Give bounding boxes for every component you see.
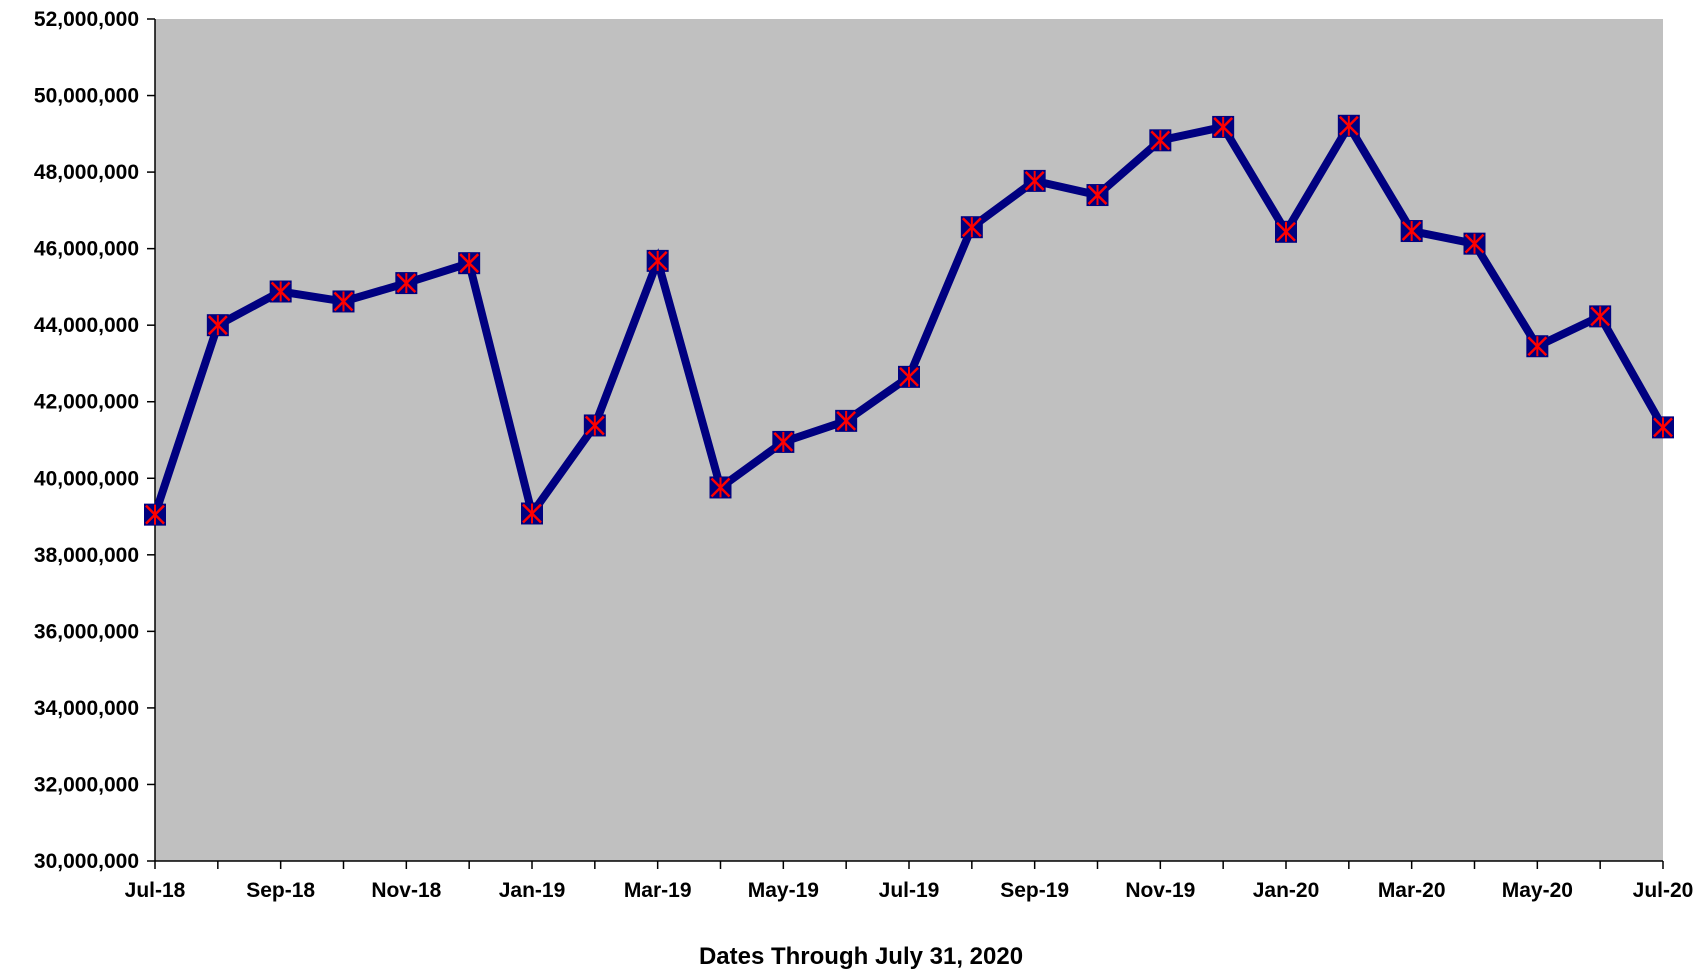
y-tick-label: 50,000,000 xyxy=(34,85,139,108)
y-tick-label: 36,000,000 xyxy=(34,620,139,643)
y-tick-label: 48,000,000 xyxy=(34,161,139,184)
plot-area xyxy=(155,19,1663,861)
data-point xyxy=(521,502,543,525)
x-tick-label: Jan-19 xyxy=(499,879,566,902)
data-point xyxy=(1589,305,1612,328)
y-tick-label: 32,000,000 xyxy=(34,773,139,796)
data-point xyxy=(458,252,481,275)
y-tick-label: 34,000,000 xyxy=(34,697,139,720)
data-point xyxy=(709,476,732,499)
x-tick-label: Jul-19 xyxy=(879,879,940,902)
y-tick-label: 38,000,000 xyxy=(34,544,139,567)
data-point xyxy=(1400,220,1423,243)
data-point xyxy=(898,365,920,388)
data-point xyxy=(144,503,166,526)
data-point xyxy=(1023,169,1046,192)
data-point xyxy=(1149,129,1172,152)
y-tick-label: 46,000,000 xyxy=(34,238,139,261)
x-tick-label: Sep-18 xyxy=(246,879,315,902)
data-point xyxy=(332,290,355,313)
data-point xyxy=(1086,184,1109,207)
data-point xyxy=(835,409,858,432)
y-axis: 30,000,000 32,000,000 34,000,000 36,000,000… xyxy=(34,8,156,873)
data-point xyxy=(960,216,983,239)
data-point xyxy=(1212,115,1235,138)
x-tick-label: Mar-20 xyxy=(1378,879,1446,902)
x-tick-label: May-19 xyxy=(748,879,819,902)
data-point xyxy=(206,314,229,337)
data-point xyxy=(1526,335,1549,358)
x-tick-label: Jul-18 xyxy=(125,879,186,902)
data-point xyxy=(395,272,418,295)
data-point xyxy=(646,249,669,272)
y-tick-label: 42,000,000 xyxy=(34,391,139,414)
x-tick-label: Mar-19 xyxy=(624,879,692,902)
x-axis: Jul-18 Sep-18 Nov-18 Jan-19 Mar-19 May-19 Jul-… xyxy=(125,860,1694,902)
x-tick-label: May-20 xyxy=(1502,879,1573,902)
data-point xyxy=(1275,220,1297,243)
x-tick-label: Sep-19 xyxy=(1000,879,1069,902)
x-tick-label: Nov-18 xyxy=(371,879,441,902)
data-point xyxy=(772,430,795,453)
data-point xyxy=(1652,416,1674,439)
y-tick-label: 44,000,000 xyxy=(34,314,139,337)
y-tick-label: 40,000,000 xyxy=(34,467,139,490)
y-tick-label: 30,000,000 xyxy=(34,850,139,873)
y-tick-label: 52,000,000 xyxy=(34,8,139,31)
x-tick-label: Jan-20 xyxy=(1253,879,1320,902)
marker-group xyxy=(144,114,1674,526)
data-point xyxy=(583,414,606,437)
data-point xyxy=(1337,114,1360,137)
data-point xyxy=(1463,232,1486,255)
x-tick-label: Nov-19 xyxy=(1125,879,1195,902)
x-axis-title: Dates Through July 31, 2020 xyxy=(699,943,1023,970)
x-tick-label: Jul-20 xyxy=(1633,879,1694,902)
data-point xyxy=(269,280,292,303)
